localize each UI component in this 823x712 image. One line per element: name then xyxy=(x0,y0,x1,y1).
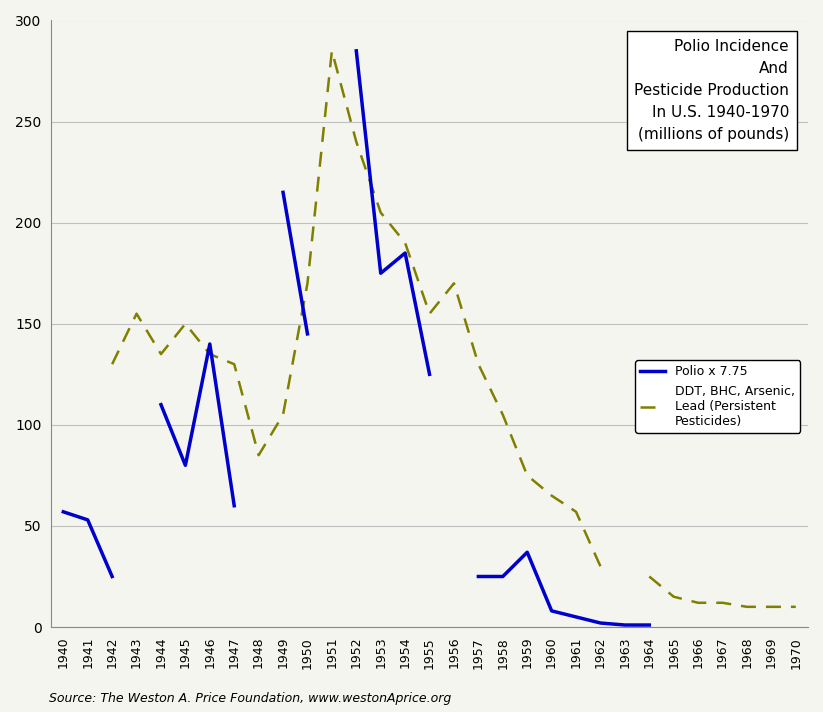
Polio x 7.75 xyxy=(107,572,117,581)
DDT, BHC, Arsenic,
Lead (Persistent
Pesticides) xyxy=(107,360,117,369)
Polio x 7.75 xyxy=(351,46,361,55)
DDT, BHC, Arsenic,
Lead (Persistent
Pesticides) xyxy=(498,411,508,419)
DDT, BHC, Arsenic,
Lead (Persistent
Pesticides) xyxy=(351,137,361,146)
Polio x 7.75 xyxy=(83,515,93,524)
Polio x 7.75 xyxy=(596,619,606,627)
DDT, BHC, Arsenic,
Lead (Persistent
Pesticides) xyxy=(180,320,190,328)
DDT, BHC, Arsenic,
Lead (Persistent
Pesticides) xyxy=(523,471,532,480)
DDT, BHC, Arsenic,
Lead (Persistent
Pesticides) xyxy=(644,572,654,581)
Polio x 7.75 xyxy=(523,548,532,557)
DDT, BHC, Arsenic,
Lead (Persistent
Pesticides) xyxy=(718,599,728,607)
DDT, BHC, Arsenic,
Lead (Persistent
Pesticides) xyxy=(278,411,288,419)
Polio x 7.75 xyxy=(180,461,190,470)
DDT, BHC, Arsenic,
Lead (Persistent
Pesticides) xyxy=(132,310,142,318)
DDT, BHC, Arsenic,
Lead (Persistent
Pesticides) xyxy=(425,310,435,318)
Polio x 7.75 xyxy=(571,612,581,621)
DDT, BHC, Arsenic,
Lead (Persistent
Pesticides) xyxy=(58,508,68,516)
DDT, BHC, Arsenic,
Lead (Persistent
Pesticides) xyxy=(253,451,263,459)
Polio x 7.75 xyxy=(644,621,654,629)
DDT, BHC, Arsenic,
Lead (Persistent
Pesticides) xyxy=(791,602,801,611)
DDT, BHC, Arsenic,
Lead (Persistent
Pesticides) xyxy=(669,592,679,601)
DDT, BHC, Arsenic,
Lead (Persistent
Pesticides) xyxy=(596,562,606,570)
Line: DDT, BHC, Arsenic,
Lead (Persistent
Pesticides): DDT, BHC, Arsenic, Lead (Persistent Pest… xyxy=(63,51,796,607)
DDT, BHC, Arsenic,
Lead (Persistent
Pesticides) xyxy=(546,491,556,500)
DDT, BHC, Arsenic,
Lead (Persistent
Pesticides) xyxy=(303,279,313,288)
Text: Polio Incidence
And
Pesticide Production
In U.S. 1940-1970
(millions of pounds): Polio Incidence And Pesticide Production… xyxy=(635,38,789,142)
Polio x 7.75 xyxy=(58,508,68,516)
DDT, BHC, Arsenic,
Lead (Persistent
Pesticides) xyxy=(230,360,239,369)
Polio x 7.75 xyxy=(425,370,435,379)
DDT, BHC, Arsenic,
Lead (Persistent
Pesticides) xyxy=(205,350,215,358)
Polio x 7.75 xyxy=(498,572,508,581)
DDT, BHC, Arsenic,
Lead (Persistent
Pesticides) xyxy=(449,279,459,288)
DDT, BHC, Arsenic,
Lead (Persistent
Pesticides) xyxy=(156,350,166,358)
Polio x 7.75 xyxy=(230,501,239,510)
Polio x 7.75 xyxy=(473,572,483,581)
Polio x 7.75 xyxy=(376,269,386,278)
Polio x 7.75 xyxy=(303,330,313,338)
Polio x 7.75 xyxy=(400,248,410,257)
Polio x 7.75 xyxy=(278,188,288,197)
Line: Polio x 7.75: Polio x 7.75 xyxy=(63,51,698,625)
DDT, BHC, Arsenic,
Lead (Persistent
Pesticides) xyxy=(693,599,703,607)
Polio x 7.75 xyxy=(620,621,630,629)
DDT, BHC, Arsenic,
Lead (Persistent
Pesticides) xyxy=(766,602,776,611)
Polio x 7.75 xyxy=(205,340,215,348)
Polio x 7.75 xyxy=(693,621,703,629)
Text: Source: The Weston A. Price Foundation, www.westonAprice.org: Source: The Weston A. Price Foundation, … xyxy=(49,692,452,705)
DDT, BHC, Arsenic,
Lead (Persistent
Pesticides) xyxy=(473,360,483,369)
DDT, BHC, Arsenic,
Lead (Persistent
Pesticides) xyxy=(742,602,752,611)
Polio x 7.75 xyxy=(546,607,556,615)
DDT, BHC, Arsenic,
Lead (Persistent
Pesticides) xyxy=(400,239,410,247)
DDT, BHC, Arsenic,
Lead (Persistent
Pesticides) xyxy=(327,46,337,55)
Polio x 7.75 xyxy=(156,400,166,409)
DDT, BHC, Arsenic,
Lead (Persistent
Pesticides) xyxy=(376,209,386,217)
Legend: Polio x 7.75, DDT, BHC, Arsenic,
Lead (Persistent
Pesticides): Polio x 7.75, DDT, BHC, Arsenic, Lead (P… xyxy=(635,360,800,433)
DDT, BHC, Arsenic,
Lead (Persistent
Pesticides) xyxy=(571,508,581,516)
